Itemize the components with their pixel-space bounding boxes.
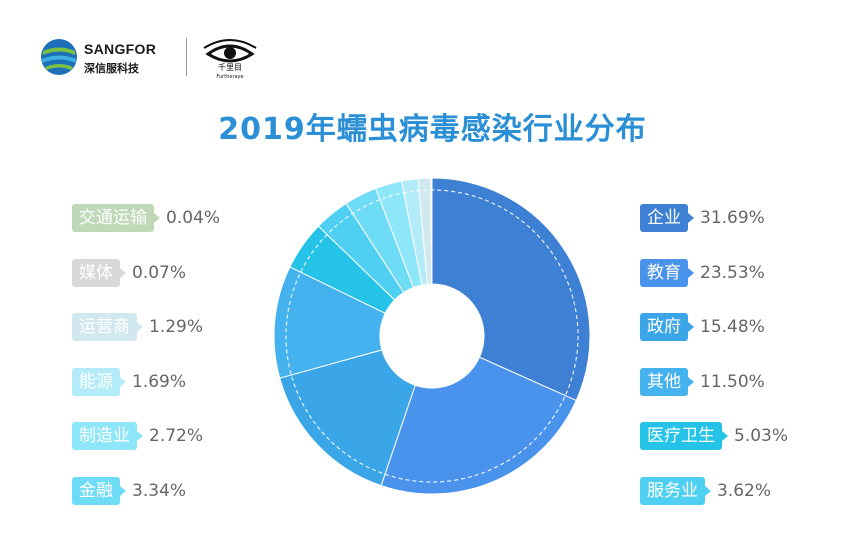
chart-title: 2019年蠕虫病毒感染行业分布	[218, 112, 647, 147]
eye-logo-subtext: Furtheraye	[216, 74, 243, 80]
legend-item: 媒体 0.07%	[72, 258, 186, 288]
legend-item: 教育 23.53%	[640, 258, 765, 288]
dashed-ring	[285, 189, 579, 483]
legend-label: 运营商	[72, 313, 143, 342]
legend-label: 能源	[72, 367, 126, 396]
legend-label: 教育	[640, 258, 694, 287]
legend-percent: 1.69%	[132, 371, 187, 392]
legend-percent: 3.62%	[717, 481, 772, 501]
legend-label: 服务业	[640, 477, 711, 505]
sangfor-globe-icon	[41, 39, 77, 75]
logo-area: SANGFOR 深信服科技 千里目 Furtheraye	[40, 36, 270, 82]
legend-label: 医疗卫生	[640, 422, 728, 451]
legend-item: 交通运输 0.04%	[72, 203, 220, 233]
legend-percent: 5.03%	[734, 426, 789, 447]
legend-label: 其他	[640, 367, 694, 396]
legend-label: 政府	[640, 313, 694, 342]
legend-percent: 11.50%	[700, 371, 765, 392]
legend-item: 制造业 2.72%	[72, 421, 203, 451]
logo-divider	[186, 38, 187, 76]
legend-item: 政府 15.48%	[640, 312, 765, 342]
legend-percent: 15.48%	[700, 317, 765, 338]
pie-slice-3	[279, 349, 416, 487]
legend-percent: 0.07%	[132, 262, 187, 283]
legend-percent: 31.69%	[700, 208, 765, 228]
eye-logo-text: 千里目	[218, 62, 242, 72]
legend-label: 企业	[640, 204, 694, 232]
legend-label: 金融	[72, 477, 126, 505]
pie-slice-2	[380, 356, 577, 495]
legend-label: 制造业	[72, 422, 143, 451]
legend-percent: 23.53%	[700, 262, 765, 283]
legend-item: 运营商 1.29%	[72, 312, 203, 342]
brand-name: SANGFOR	[84, 41, 157, 57]
legend-item: 医疗卫生 5.03%	[640, 421, 788, 451]
brand-subtitle: 深信服科技	[84, 62, 139, 75]
legend-label: 媒体	[72, 258, 126, 287]
legend-percent: 3.34%	[132, 481, 187, 501]
legend-label: 交通运输	[72, 204, 160, 232]
legend-item: 企业 31.69%	[640, 203, 765, 233]
legend-percent: 2.72%	[149, 426, 204, 447]
legend-percent: 0.04%	[166, 208, 221, 228]
legend-item: 金融 3.34%	[72, 476, 186, 506]
pie-slice-1	[431, 177, 591, 402]
eye-logo-icon: 千里目 Furtheraye	[203, 39, 257, 80]
legend-item: 能源 1.69%	[72, 367, 186, 397]
legend-percent: 1.29%	[149, 317, 204, 338]
legend-item: 其他 11.50%	[640, 367, 765, 397]
legend-item: 服务业 3.62%	[640, 476, 771, 506]
